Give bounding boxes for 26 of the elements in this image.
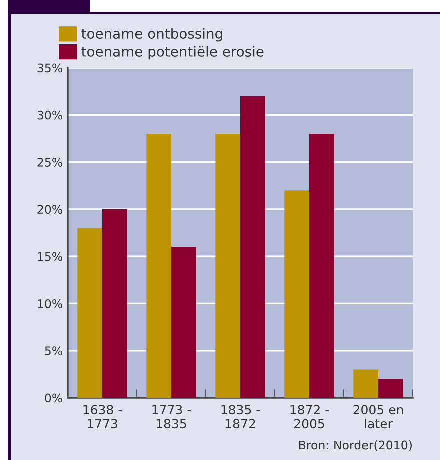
bar: [102, 209, 128, 398]
y-tick-label: 20%: [38, 205, 62, 214]
x-tick-label: 1638 - 1773: [84, 405, 122, 429]
bar: [216, 134, 240, 398]
y-tick-label: 35%: [38, 64, 62, 73]
y-tick-label: 25%: [38, 158, 62, 167]
bar: [284, 190, 310, 398]
x-tick-label: 2005 en later: [354, 405, 404, 429]
y-tick-label: 5%: [45, 346, 62, 356]
bar: [78, 228, 102, 398]
bar: [354, 370, 378, 398]
bar: [172, 247, 196, 398]
legend-label: toename ontbossing: [82, 28, 222, 42]
y-tick-label: 10%: [38, 299, 62, 308]
x-tick-label: 1835 - 1872: [222, 405, 260, 429]
x-tick-label: 1773 - 1835: [152, 405, 192, 429]
y-tick-label: 0%: [45, 394, 62, 403]
bar: [146, 134, 172, 398]
x-tick-label: 1872 - 2005: [290, 405, 330, 429]
bar: [378, 379, 404, 398]
y-tick-label: 15%: [38, 252, 62, 262]
text: Bron: Norder(2010): [299, 440, 412, 452]
y-tick-label: 30%: [38, 110, 62, 120]
legend-label: toename potentiële erosie: [82, 46, 264, 60]
bar: [240, 96, 266, 398]
bar: [310, 134, 334, 398]
